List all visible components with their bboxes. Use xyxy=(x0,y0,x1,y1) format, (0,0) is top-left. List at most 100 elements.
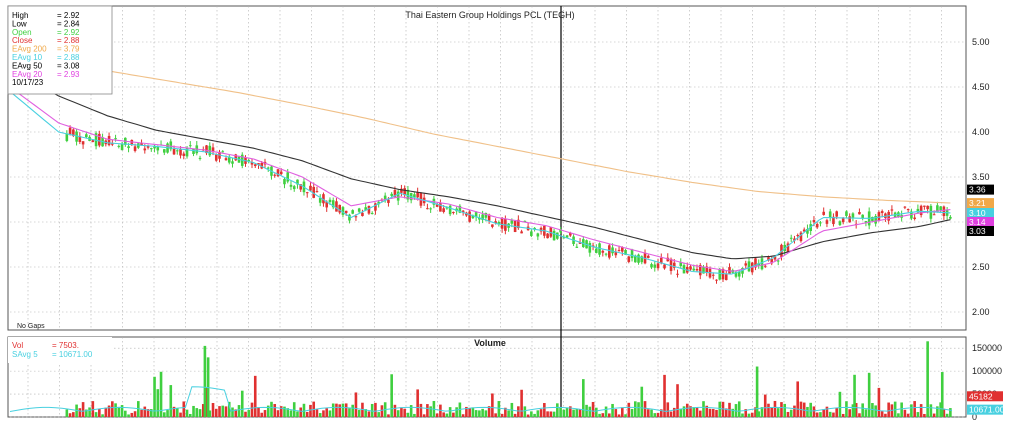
volume-bar xyxy=(416,389,419,417)
volume-bar xyxy=(578,409,582,417)
volume-bar xyxy=(211,402,215,417)
volume-bar xyxy=(815,412,819,417)
volume-bar xyxy=(698,410,702,417)
info-value: = 3.08 xyxy=(57,61,80,70)
candle-body xyxy=(234,154,238,161)
candle-body xyxy=(546,233,549,239)
volume-value-tag-label: 10671.00 xyxy=(969,405,1005,415)
candle-body xyxy=(150,148,153,150)
candle-body xyxy=(296,179,299,185)
volume-bar xyxy=(513,413,517,417)
volume-bar xyxy=(822,409,825,417)
candle-body xyxy=(305,192,309,194)
candle-body xyxy=(646,255,650,258)
volume-bar xyxy=(283,406,286,417)
volume-info-value: = 7503. xyxy=(52,341,79,350)
volume-bar xyxy=(72,412,75,417)
volume-bar xyxy=(390,374,393,417)
volume-bar xyxy=(552,411,556,417)
volume-bar xyxy=(663,374,666,417)
candle-body xyxy=(877,212,881,221)
volume-bar xyxy=(916,412,920,417)
volume-bar xyxy=(942,408,946,417)
candle-body xyxy=(692,268,696,271)
candle-body xyxy=(500,217,504,229)
ema200-line xyxy=(9,54,951,204)
candle-body xyxy=(835,211,838,217)
candle-body xyxy=(549,227,553,237)
volume-bar xyxy=(101,414,104,417)
volume-bar xyxy=(653,413,657,417)
candle-body xyxy=(260,162,264,169)
candle-body xyxy=(406,189,410,200)
volume-bar xyxy=(900,402,903,417)
volume-bar xyxy=(481,408,484,417)
info-label: Low xyxy=(12,19,27,28)
candle-body xyxy=(107,135,111,146)
volume-bar xyxy=(133,411,137,417)
candle-body xyxy=(227,156,231,163)
volume-bar xyxy=(325,408,329,417)
candle-body xyxy=(556,232,559,239)
candle-body xyxy=(773,256,777,260)
candle-body xyxy=(487,214,491,221)
candle-body xyxy=(127,146,130,149)
volume-bar xyxy=(367,411,371,417)
candle-body xyxy=(575,246,579,248)
candle-body xyxy=(169,141,173,150)
volume-bar xyxy=(838,391,842,417)
candle-body xyxy=(497,222,501,225)
volume-bar xyxy=(338,404,341,417)
volume-bar xyxy=(796,381,800,417)
volume-bar xyxy=(585,404,588,417)
volume-bar xyxy=(435,413,439,417)
volume-bar xyxy=(491,393,494,417)
candle-body xyxy=(426,208,429,210)
candle-body xyxy=(400,188,403,193)
volume-bar xyxy=(85,409,88,417)
candle-body xyxy=(689,266,692,270)
candle-body xyxy=(146,145,150,148)
volume-bar xyxy=(195,408,199,417)
volume-bar xyxy=(380,405,384,417)
volume-bar xyxy=(520,389,523,417)
candle-body xyxy=(793,238,796,241)
volume-bar xyxy=(182,401,186,417)
volume-bar xyxy=(828,411,832,417)
volume-bar xyxy=(452,412,455,417)
candle-body xyxy=(617,249,621,251)
candle-body xyxy=(370,213,374,215)
candle-body xyxy=(906,209,910,211)
volume-bar xyxy=(871,403,874,417)
volume-bar xyxy=(763,394,767,417)
volume-bar xyxy=(906,413,910,417)
candle-body xyxy=(143,148,147,151)
volume-bar xyxy=(185,409,189,417)
volume-info-value: = 10671.00 xyxy=(52,350,93,359)
volume-bar xyxy=(737,401,741,417)
volume-tick-label: 150000 xyxy=(972,343,1002,353)
volume-bar xyxy=(582,379,585,417)
candle-body xyxy=(874,216,877,224)
volume-bar xyxy=(175,408,179,417)
volume-bar xyxy=(111,401,114,417)
candle-body xyxy=(763,265,767,267)
candle-body xyxy=(633,255,637,263)
candle-body xyxy=(85,134,88,138)
volume-bar xyxy=(841,413,845,417)
last-value-tag xyxy=(967,208,994,218)
info-value: = 2.84 xyxy=(57,19,80,28)
volume-bar xyxy=(786,411,790,417)
candle-body xyxy=(247,160,251,162)
volume-bar xyxy=(292,402,296,417)
volume-bar xyxy=(299,407,303,417)
candle-body xyxy=(474,212,478,218)
volume-bar xyxy=(659,409,663,417)
candle-body xyxy=(939,206,942,211)
volume-bar xyxy=(500,413,504,417)
volume-bar xyxy=(939,402,942,417)
volume-bar xyxy=(731,408,735,417)
volume-bar xyxy=(936,406,939,417)
volume-bar xyxy=(276,410,280,417)
volume-bar xyxy=(429,406,432,417)
